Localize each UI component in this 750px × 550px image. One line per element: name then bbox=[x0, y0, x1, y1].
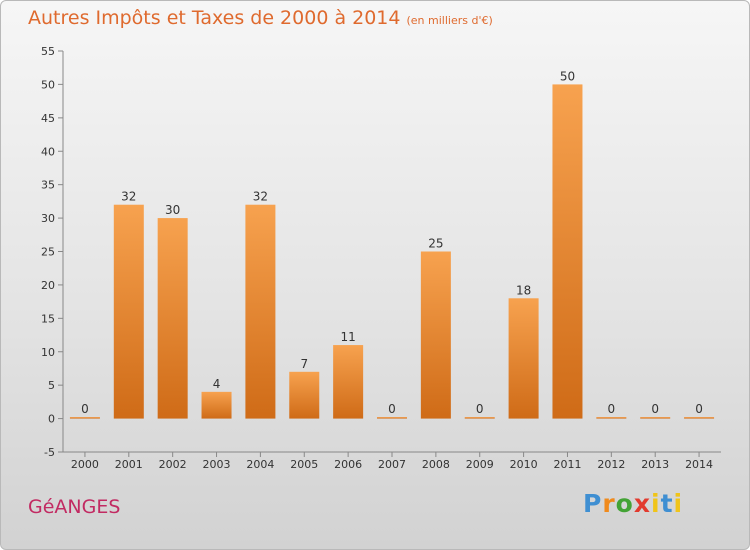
bar bbox=[508, 298, 539, 419]
logo-letter: i bbox=[651, 489, 661, 518]
x-tick-label: 2004 bbox=[246, 458, 274, 471]
logo-letter: i bbox=[673, 489, 684, 518]
y-tick-label: 0 bbox=[48, 413, 55, 426]
y-tick-label: 20 bbox=[41, 279, 55, 292]
bar bbox=[201, 391, 232, 419]
x-tick-label: 2011 bbox=[553, 458, 581, 471]
value-labels: 0 32 30 4 32 7 11 0 25 0 18 50 0 0 0 bbox=[81, 69, 703, 416]
bar-value-label: 0 bbox=[81, 402, 89, 416]
bar bbox=[552, 84, 583, 419]
x-tick-label: 2002 bbox=[159, 458, 187, 471]
x-tick-label: 2008 bbox=[422, 458, 450, 471]
y-tick-label: 40 bbox=[41, 145, 55, 158]
bar bbox=[377, 417, 407, 419]
y-tick-label: 15 bbox=[41, 312, 55, 325]
y-tick-label: -5 bbox=[44, 446, 55, 459]
x-tick-label: 2000 bbox=[71, 458, 99, 471]
bar bbox=[640, 417, 671, 419]
x-tick-label: 2014 bbox=[685, 458, 713, 471]
x-tick-label: 2006 bbox=[334, 458, 362, 471]
chart-unit-label: (en milliers d'€) bbox=[406, 14, 493, 27]
bar bbox=[245, 204, 276, 419]
y-tick-label: 25 bbox=[41, 246, 55, 259]
bar bbox=[157, 218, 188, 419]
bar bbox=[69, 417, 100, 419]
bar bbox=[420, 251, 451, 419]
commune-name: GéANGES bbox=[28, 496, 121, 518]
bar-value-label: 4 bbox=[213, 377, 221, 391]
logo-letter: o bbox=[615, 489, 634, 518]
y-tick-label: 35 bbox=[41, 179, 55, 192]
x-tick-label: 2013 bbox=[641, 458, 669, 471]
chart-title-text: Autres Impôts et Taxes de 2000 à 2014 bbox=[28, 7, 401, 29]
x-tick-label: 2005 bbox=[290, 458, 318, 471]
logo-letter: r bbox=[602, 489, 616, 518]
proxiti-logo: Proxiti bbox=[583, 489, 683, 518]
bar-value-label: 0 bbox=[695, 402, 703, 416]
x-tick-label: 2010 bbox=[510, 458, 538, 471]
bars bbox=[69, 84, 715, 419]
y-tick-label: 45 bbox=[41, 112, 55, 125]
bar-value-label: 0 bbox=[388, 402, 396, 416]
x-tick-label: 2012 bbox=[597, 458, 625, 471]
logo-letter: x bbox=[633, 489, 651, 518]
y-tick-label: 50 bbox=[41, 78, 55, 91]
bar bbox=[333, 345, 364, 419]
bar-value-label: 7 bbox=[300, 357, 308, 371]
logo-letter: t bbox=[660, 489, 674, 518]
bar-value-label: 30 bbox=[165, 203, 180, 217]
bar-value-label: 32 bbox=[121, 190, 136, 204]
bar bbox=[289, 371, 320, 419]
y-tick-label: 10 bbox=[41, 346, 55, 359]
x-tick-label: 2007 bbox=[378, 458, 406, 471]
x-tick-label: 2009 bbox=[466, 458, 494, 471]
bar-value-label: 50 bbox=[560, 69, 575, 83]
bar bbox=[596, 417, 627, 419]
bar-value-label: 25 bbox=[428, 237, 443, 251]
bar-value-label: 18 bbox=[516, 283, 531, 297]
logo-letter: P bbox=[583, 489, 603, 518]
bar bbox=[464, 417, 495, 419]
bar-value-label: 11 bbox=[340, 330, 355, 344]
y-tick-label: 5 bbox=[48, 379, 55, 392]
x-tick-label: 2001 bbox=[115, 458, 143, 471]
bar-value-label: 0 bbox=[608, 402, 616, 416]
y-tick-label: 30 bbox=[41, 212, 55, 225]
bar-value-label: 0 bbox=[651, 402, 659, 416]
bar bbox=[113, 204, 144, 419]
x-tick-label: 2003 bbox=[203, 458, 231, 471]
y-tick-label: 55 bbox=[41, 45, 55, 58]
bar-value-label: 32 bbox=[253, 190, 268, 204]
bar-value-label: 0 bbox=[476, 402, 484, 416]
chart-title: Autres Impôts et Taxes de 2000 à 2014 (en… bbox=[28, 7, 493, 29]
bar bbox=[684, 417, 715, 419]
